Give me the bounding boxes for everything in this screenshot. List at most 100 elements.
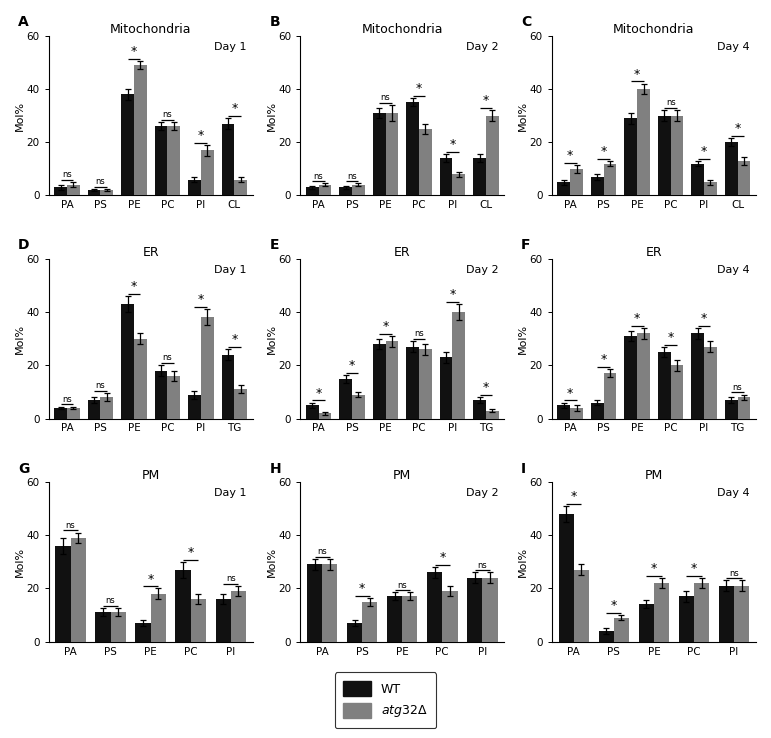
Text: *: * (147, 573, 153, 585)
Text: Day 4: Day 4 (717, 489, 750, 498)
Bar (306, 187, 318, 196)
Bar (658, 116, 671, 196)
Bar (176, 570, 190, 642)
Text: G: G (18, 461, 29, 475)
Bar (557, 405, 571, 418)
Text: ns: ns (318, 548, 327, 556)
Text: *: * (197, 129, 204, 142)
Text: ns: ns (226, 574, 236, 583)
Bar (306, 405, 318, 418)
Bar (56, 546, 71, 642)
Bar (638, 604, 654, 642)
Bar (704, 182, 717, 196)
Title: Mitochondria: Mitochondria (362, 23, 443, 35)
Bar (216, 599, 231, 642)
Bar (719, 586, 734, 642)
Text: ns: ns (381, 93, 390, 102)
Bar (67, 408, 79, 418)
Text: ns: ns (163, 110, 172, 120)
Text: ns: ns (62, 170, 72, 179)
Bar (483, 578, 497, 642)
Text: ns: ns (397, 581, 407, 590)
Text: *: * (382, 320, 389, 333)
Bar (362, 601, 378, 642)
Bar (307, 565, 322, 642)
Text: *: * (601, 145, 607, 158)
Bar (473, 158, 486, 196)
Bar (738, 397, 750, 418)
Bar (559, 514, 574, 642)
Text: *: * (483, 382, 489, 394)
Text: Day 2: Day 2 (466, 42, 498, 52)
Bar (473, 400, 486, 418)
Bar (637, 89, 650, 196)
Bar (121, 94, 134, 196)
Title: Mitochondria: Mitochondria (613, 23, 695, 35)
Y-axis label: Mol%: Mol% (518, 547, 528, 577)
Text: *: * (449, 288, 456, 301)
Text: *: * (483, 94, 489, 107)
Bar (671, 116, 683, 196)
Text: *: * (735, 123, 741, 135)
Y-axis label: Mol%: Mol% (15, 324, 25, 354)
Bar (100, 397, 113, 418)
Bar (373, 113, 386, 196)
Text: Day 4: Day 4 (717, 42, 750, 52)
Bar (439, 357, 453, 418)
Bar (221, 123, 234, 196)
Text: *: * (449, 138, 456, 151)
Text: H: H (270, 461, 281, 475)
Bar (318, 413, 332, 418)
Text: I: I (521, 461, 527, 475)
Text: ns: ns (347, 171, 357, 181)
Text: E: E (270, 238, 279, 252)
Text: ns: ns (666, 98, 675, 107)
Text: *: * (701, 145, 707, 158)
Bar (604, 164, 616, 196)
Text: Day 2: Day 2 (466, 489, 498, 498)
Text: C: C (521, 15, 531, 30)
Bar (167, 126, 180, 196)
Bar (604, 373, 616, 418)
Bar (188, 395, 201, 418)
Bar (439, 158, 453, 196)
Bar (71, 538, 86, 642)
Text: *: * (349, 359, 355, 372)
Text: D: D (18, 238, 29, 252)
Bar (201, 151, 214, 196)
Bar (614, 618, 629, 642)
Title: ER: ER (394, 246, 411, 259)
Bar (100, 190, 113, 196)
Bar (453, 312, 465, 418)
Y-axis label: Mol%: Mol% (15, 100, 25, 131)
Y-axis label: Mol%: Mol% (267, 547, 277, 577)
Y-axis label: Mol%: Mol% (267, 324, 277, 354)
Bar (557, 182, 571, 196)
Bar (419, 349, 432, 418)
Text: ns: ns (414, 329, 424, 339)
Text: *: * (187, 546, 194, 559)
Y-axis label: Mol%: Mol% (267, 100, 277, 131)
Text: Day 1: Day 1 (214, 42, 247, 52)
Bar (453, 174, 465, 196)
Text: *: * (567, 387, 574, 400)
Bar (373, 344, 386, 418)
Bar (88, 400, 100, 418)
Title: PM: PM (645, 469, 663, 482)
Bar (598, 631, 614, 642)
Bar (725, 142, 738, 196)
Bar (654, 583, 669, 642)
Bar (134, 339, 146, 418)
Bar (322, 565, 338, 642)
Bar (704, 347, 717, 418)
Bar (234, 390, 247, 418)
Bar (339, 379, 352, 418)
Bar (110, 613, 126, 642)
Bar (671, 365, 683, 418)
Bar (231, 591, 246, 642)
Bar (318, 184, 332, 196)
Bar (625, 336, 637, 418)
Title: PM: PM (393, 469, 412, 482)
Bar (386, 342, 399, 418)
Bar (67, 184, 79, 196)
